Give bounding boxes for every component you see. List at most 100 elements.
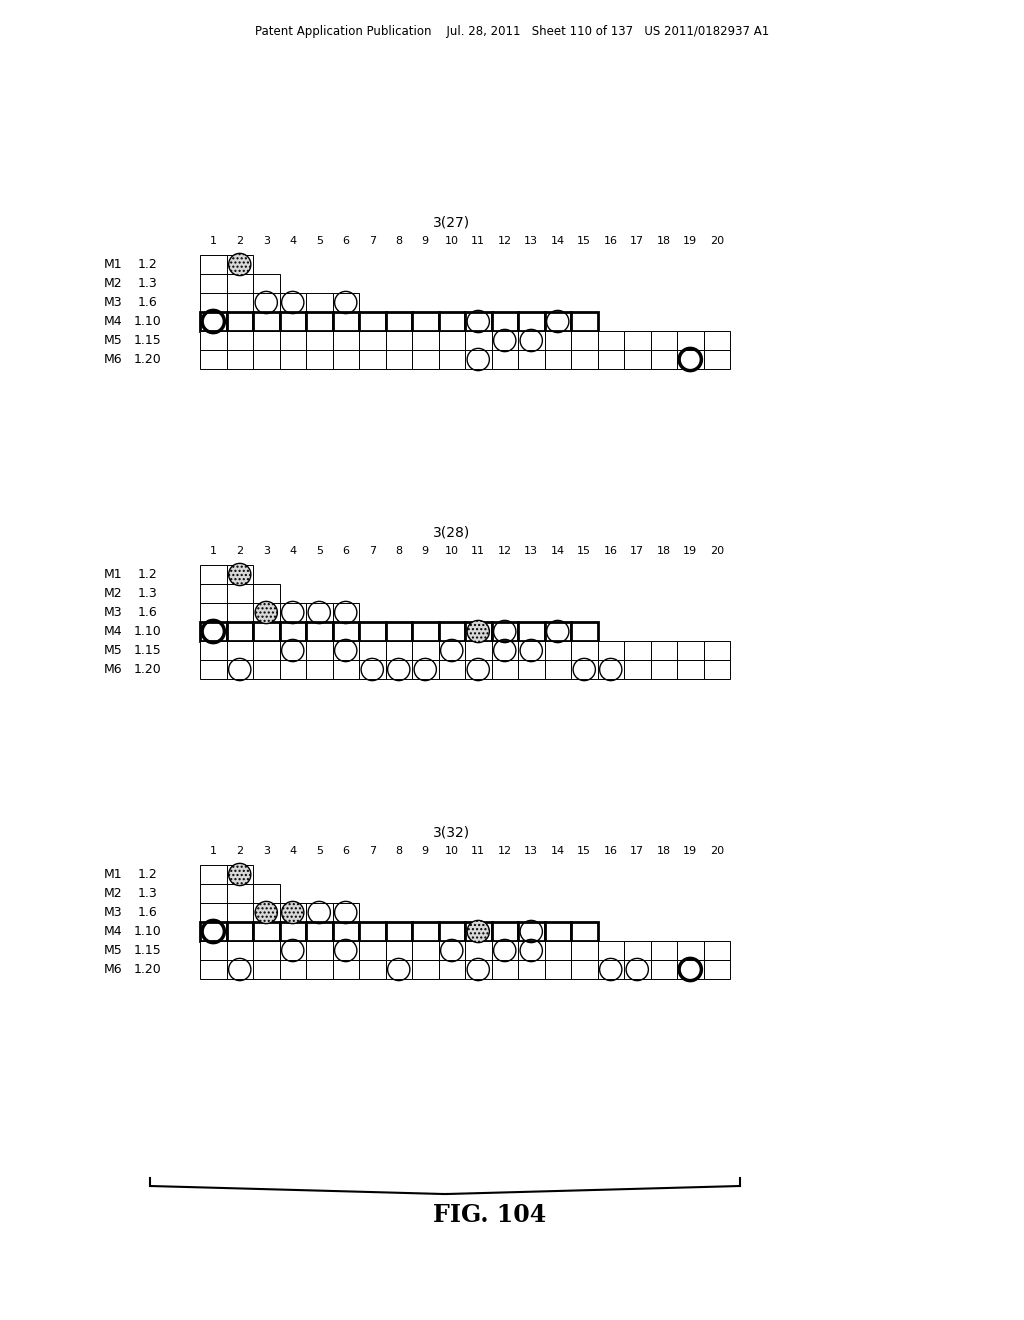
Circle shape bbox=[255, 902, 278, 924]
Bar bbox=[465, 941, 492, 960]
Text: 12: 12 bbox=[498, 236, 512, 246]
Bar bbox=[333, 660, 359, 678]
Bar bbox=[385, 312, 412, 331]
Bar bbox=[412, 331, 438, 350]
Text: 14: 14 bbox=[551, 846, 565, 855]
Bar bbox=[677, 941, 703, 960]
Text: M1: M1 bbox=[103, 869, 122, 880]
Bar bbox=[253, 350, 280, 370]
Text: 7: 7 bbox=[369, 846, 376, 855]
Bar bbox=[253, 642, 280, 660]
Text: M4: M4 bbox=[103, 925, 122, 939]
Bar bbox=[438, 941, 465, 960]
Text: 10: 10 bbox=[444, 546, 459, 556]
Bar bbox=[545, 350, 571, 370]
Bar bbox=[333, 350, 359, 370]
Text: 8: 8 bbox=[395, 236, 402, 246]
Bar bbox=[465, 350, 492, 370]
Bar bbox=[306, 293, 333, 312]
Circle shape bbox=[228, 564, 251, 586]
Text: M3: M3 bbox=[103, 606, 122, 619]
Bar bbox=[703, 331, 730, 350]
Bar bbox=[438, 331, 465, 350]
Bar bbox=[465, 960, 492, 979]
Bar bbox=[306, 941, 333, 960]
Bar bbox=[280, 622, 306, 642]
Text: 1.20: 1.20 bbox=[134, 964, 162, 975]
Text: 15: 15 bbox=[578, 846, 591, 855]
Text: 3(27): 3(27) bbox=[433, 216, 470, 230]
Bar bbox=[226, 660, 253, 678]
Bar bbox=[571, 350, 597, 370]
Bar bbox=[438, 350, 465, 370]
Bar bbox=[253, 903, 280, 921]
Bar bbox=[518, 312, 545, 331]
Bar bbox=[200, 275, 226, 293]
Bar bbox=[226, 312, 253, 331]
Text: M2: M2 bbox=[103, 587, 122, 601]
Text: 15: 15 bbox=[578, 236, 591, 246]
Bar bbox=[597, 642, 624, 660]
Bar bbox=[385, 960, 412, 979]
Bar bbox=[253, 312, 280, 331]
Bar bbox=[703, 642, 730, 660]
Bar bbox=[253, 622, 280, 642]
Text: 20: 20 bbox=[710, 846, 724, 855]
Text: M3: M3 bbox=[103, 296, 122, 309]
Bar bbox=[465, 622, 492, 642]
Bar bbox=[200, 884, 226, 903]
Bar bbox=[200, 565, 226, 583]
Bar bbox=[438, 921, 465, 941]
Circle shape bbox=[228, 253, 251, 276]
Bar bbox=[518, 921, 545, 941]
Bar bbox=[306, 312, 333, 331]
Bar bbox=[518, 350, 545, 370]
Bar bbox=[438, 642, 465, 660]
Bar bbox=[306, 350, 333, 370]
Bar bbox=[571, 331, 597, 350]
Bar bbox=[412, 921, 438, 941]
Circle shape bbox=[228, 863, 251, 886]
Text: 16: 16 bbox=[604, 546, 617, 556]
Bar bbox=[465, 660, 492, 678]
Bar bbox=[492, 921, 518, 941]
Bar bbox=[412, 622, 438, 642]
Bar bbox=[703, 350, 730, 370]
Bar bbox=[226, 941, 253, 960]
Bar bbox=[624, 331, 650, 350]
Text: M6: M6 bbox=[103, 352, 122, 366]
Text: 1: 1 bbox=[210, 236, 217, 246]
Bar bbox=[650, 642, 677, 660]
Text: 20: 20 bbox=[710, 236, 724, 246]
Bar bbox=[545, 331, 571, 350]
Bar bbox=[200, 350, 226, 370]
Text: 10: 10 bbox=[444, 846, 459, 855]
Bar bbox=[306, 903, 333, 921]
Text: 3: 3 bbox=[263, 846, 269, 855]
Bar bbox=[385, 660, 412, 678]
Text: 1.10: 1.10 bbox=[134, 624, 162, 638]
Text: 12: 12 bbox=[498, 846, 512, 855]
Bar bbox=[492, 941, 518, 960]
Bar bbox=[226, 275, 253, 293]
Bar bbox=[492, 960, 518, 979]
Text: 1.10: 1.10 bbox=[134, 315, 162, 327]
Bar bbox=[226, 960, 253, 979]
Bar bbox=[280, 350, 306, 370]
Bar bbox=[518, 331, 545, 350]
Text: 10: 10 bbox=[444, 236, 459, 246]
Bar bbox=[333, 331, 359, 350]
Bar bbox=[253, 293, 280, 312]
Bar bbox=[650, 960, 677, 979]
Bar bbox=[412, 660, 438, 678]
Text: 1.3: 1.3 bbox=[138, 587, 158, 601]
Text: 1.2: 1.2 bbox=[138, 257, 158, 271]
Bar bbox=[597, 331, 624, 350]
Bar bbox=[703, 941, 730, 960]
Bar bbox=[438, 660, 465, 678]
Bar bbox=[518, 622, 545, 642]
Bar bbox=[200, 642, 226, 660]
Bar bbox=[492, 350, 518, 370]
Bar bbox=[200, 255, 226, 275]
Bar bbox=[200, 583, 226, 603]
